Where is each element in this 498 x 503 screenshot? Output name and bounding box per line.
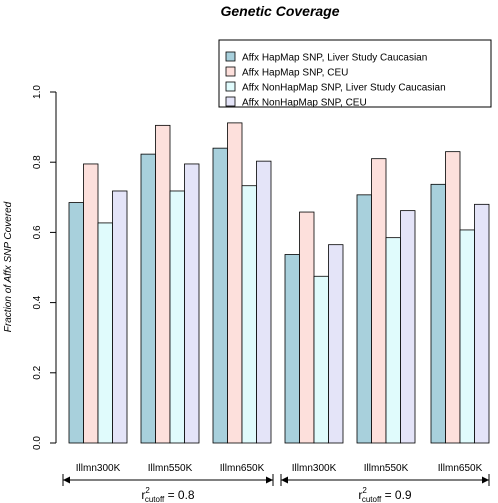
bars <box>68 122 490 444</box>
bar <box>371 158 387 444</box>
y-axis: 0.0 0.2 0.4 0.6 0.8 1.0 <box>32 85 57 450</box>
arrow-right-icon <box>482 476 489 484</box>
bar <box>97 222 113 444</box>
legend-entry: Affx NonHapMap SNP, Liver Study Caucasia… <box>242 83 446 94</box>
bar <box>299 211 315 444</box>
legend-entry: Affx HapMap SNP, Liver Study Caucasian <box>242 53 427 64</box>
y-axis-label: Fraction of Affx SNP Covered <box>3 201 14 332</box>
bar <box>227 122 243 444</box>
bar <box>284 254 300 444</box>
y-tick-label: 0.6 <box>32 225 43 239</box>
legend-swatch <box>225 96 236 107</box>
x-tick-label: Illmn300K <box>76 463 121 474</box>
x-tick-label: Illmn550K <box>364 463 409 474</box>
bar <box>83 163 99 444</box>
legend-entry: Affx HapMap SNP, CEU <box>242 68 348 79</box>
chart-title: Genetic Coverage <box>220 3 339 19</box>
bar <box>112 190 128 444</box>
x-tick-labels: Illmn300K Illmn550K Illmn650K Illmn300K Illm… <box>76 463 483 474</box>
bar <box>400 210 416 444</box>
bar <box>184 163 200 444</box>
bar <box>313 275 329 444</box>
bar <box>459 229 475 444</box>
x-tick-label: Illmn650K <box>438 463 483 474</box>
legend-swatch <box>225 51 236 62</box>
bar <box>68 202 84 444</box>
x-tick-label: Illmn300K <box>292 463 337 474</box>
bar <box>445 151 461 444</box>
group-label: r2 cutoff = 0.8 <box>141 486 195 503</box>
arrow-right-icon <box>266 476 273 484</box>
y-tick-label: 0.4 <box>32 295 43 309</box>
bar <box>155 124 171 444</box>
legend-swatch <box>225 66 236 77</box>
bar <box>356 194 372 444</box>
y-tick-label: 0.8 <box>32 155 43 169</box>
x-tick-label: Illmn550K <box>148 463 193 474</box>
group-label: r2 cutoff = 0.9 <box>358 486 412 503</box>
legend-swatch <box>225 81 236 92</box>
bar <box>474 203 490 444</box>
legend: Affx HapMap SNP, Liver Study Caucasian Af… <box>218 39 492 109</box>
y-tick-label: 0.0 <box>32 436 43 450</box>
y-tick-label: 1.0 <box>32 85 43 99</box>
bar <box>241 185 257 444</box>
bar <box>212 147 228 444</box>
group-brackets: r2 cutoff = 0.8 r2 cutoff = 0.9 <box>62 474 490 503</box>
legend-entry: Affx NonHapMap SNP, CEU <box>242 98 367 109</box>
bar <box>256 160 272 444</box>
bar <box>169 190 185 444</box>
arrow-left-icon <box>63 476 70 484</box>
bar <box>430 183 446 444</box>
bar <box>385 237 401 444</box>
y-tick-label: 0.2 <box>32 365 43 379</box>
bar <box>140 153 156 444</box>
arrow-left-icon <box>281 476 288 484</box>
bar <box>328 244 344 444</box>
legend-box <box>218 39 492 108</box>
x-tick-label: Illmn650K <box>220 463 265 474</box>
